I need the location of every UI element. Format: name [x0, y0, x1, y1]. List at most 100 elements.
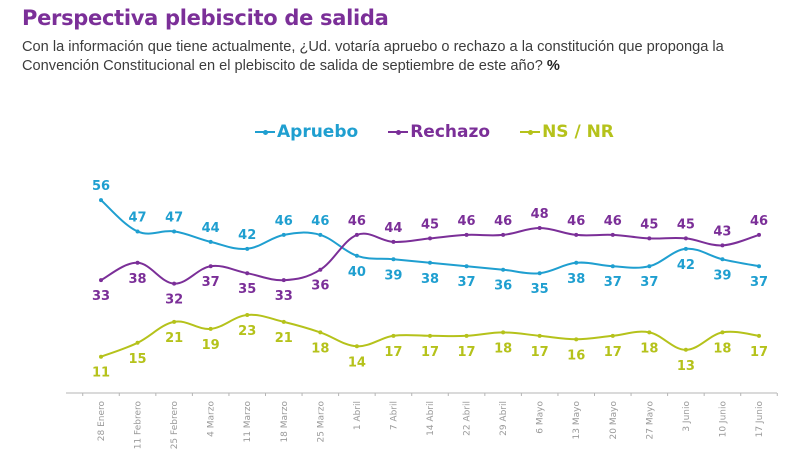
x-tick-label: 3 Junio [682, 401, 692, 432]
data-label: 35 [531, 282, 549, 297]
data-point [757, 264, 761, 269]
data-point [428, 236, 432, 241]
data-label: 21 [165, 331, 183, 346]
data-label: 46 [348, 214, 366, 229]
page-title: Perspectiva plebiscito de salida [22, 6, 389, 30]
data-point [135, 260, 140, 265]
data-point [464, 333, 469, 338]
data-label: 15 [129, 352, 147, 367]
data-label: 17 [384, 345, 402, 360]
x-tick-label: 25 Febrero [170, 401, 180, 450]
data-label: 18 [494, 341, 512, 356]
data-point [574, 260, 579, 265]
data-label: 42 [677, 258, 695, 273]
data-label: 14 [348, 355, 366, 370]
data-point [647, 264, 652, 269]
data-point [135, 229, 140, 234]
data-point [208, 239, 213, 244]
x-axis: 28 Enero 11 Febrero 25 Febrero 4 Marzo 11 Ma… [66, 392, 778, 450]
data-label: 21 [275, 331, 293, 346]
data-label: 33 [92, 289, 110, 304]
data-point [610, 232, 615, 237]
legend-line-icon [520, 129, 541, 135]
data-label: 44 [384, 221, 402, 236]
data-point [172, 229, 177, 234]
x-tick-label: 29 Abril [499, 401, 509, 436]
data-label: 39 [713, 268, 731, 283]
data-point [610, 333, 615, 338]
legend-item-ns-nr: NS / NR [520, 122, 614, 142]
data-label: 18 [640, 341, 658, 356]
data-point [501, 267, 506, 272]
data-point [245, 312, 250, 317]
data-label: 37 [604, 275, 622, 290]
data-point [537, 333, 542, 338]
data-point [391, 257, 396, 262]
data-label: 37 [458, 275, 476, 290]
legend-label: NS / NR [542, 122, 614, 142]
data-point [647, 236, 652, 241]
data-point [318, 267, 323, 272]
data-label: 33 [275, 289, 293, 304]
data-label: 46 [311, 214, 329, 229]
data-point [391, 333, 396, 338]
legend-line-icon [388, 129, 409, 135]
data-label: 17 [421, 345, 439, 360]
data-label: 44 [202, 221, 220, 236]
legend-line-icon [255, 129, 275, 135]
data-label: 46 [458, 214, 476, 229]
data-label: 18 [713, 341, 731, 356]
x-tick-label: 4 Marzo [207, 401, 217, 437]
x-tick-label: 7 Abril [389, 401, 399, 430]
data-point [245, 271, 250, 276]
data-label: 36 [494, 279, 512, 294]
data-label: 17 [458, 345, 476, 360]
data-point [428, 260, 432, 265]
data-label: 47 [165, 210, 183, 225]
x-tick-label: 25 Marzo [316, 401, 326, 443]
data-label: 38 [567, 272, 585, 287]
data-label: 47 [129, 210, 147, 225]
data-label: 38 [421, 272, 439, 287]
legend-label: Apruebo [277, 122, 359, 142]
data-point [720, 257, 725, 262]
data-label: 16 [567, 348, 585, 363]
series-rechazo: 33 38 32 37 35 33 36 46 44 45 46 46 48 46 46 45 45 43 46 [92, 207, 768, 308]
data-label: 46 [275, 214, 293, 229]
data-point [318, 232, 323, 237]
data-label: 35 [238, 282, 256, 297]
question-text: Con la información que tiene actualmente… [22, 38, 792, 76]
data-label: 18 [311, 341, 329, 356]
data-label: 40 [348, 265, 366, 280]
data-point [757, 333, 761, 338]
data-point [501, 232, 506, 237]
x-tick-label: 11 Febrero [134, 401, 144, 450]
data-label: 17 [531, 345, 549, 360]
data-point [172, 281, 177, 286]
x-tick-label: 20 Mayo [609, 401, 619, 440]
data-label: 46 [750, 214, 768, 229]
data-label: 39 [384, 268, 402, 283]
data-point [245, 246, 250, 251]
data-label: 23 [238, 324, 256, 339]
data-point [720, 330, 725, 335]
data-label: 37 [640, 275, 658, 290]
data-point [391, 239, 396, 244]
data-point [208, 264, 213, 269]
data-point [683, 246, 688, 251]
data-label: 37 [750, 275, 768, 290]
data-label: 42 [238, 228, 256, 243]
data-label: 45 [421, 217, 439, 232]
data-point [428, 333, 432, 338]
data-point [647, 330, 652, 335]
data-label: 48 [531, 207, 549, 222]
series-ns-nr: 11 15 21 19 23 21 18 14 17 17 17 18 17 16 17 18 13 18 17 [92, 312, 768, 381]
data-label: 13 [677, 359, 695, 374]
data-label: 46 [604, 214, 622, 229]
data-point [574, 232, 579, 237]
data-point [354, 253, 359, 258]
data-label: 17 [750, 345, 768, 360]
data-point [574, 337, 579, 342]
